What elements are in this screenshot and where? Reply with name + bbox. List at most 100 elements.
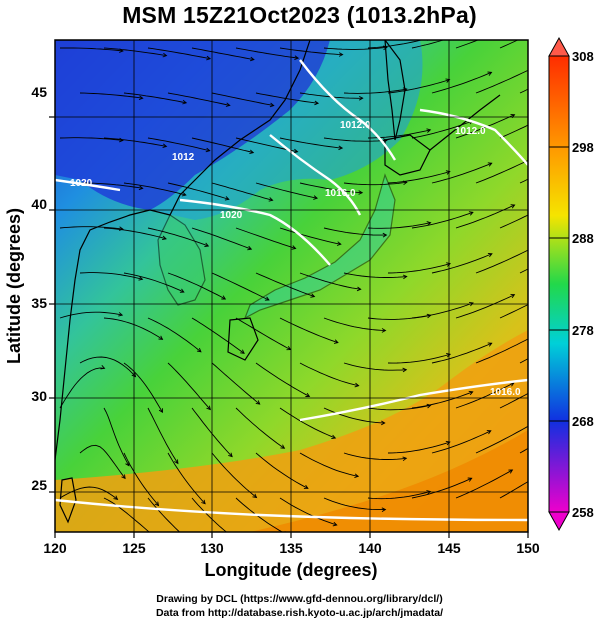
streamline — [431, 253, 493, 274]
streamline-arrowhead — [247, 245, 253, 251]
asian-continent-coast — [55, 40, 311, 461]
streamline-arrowhead — [119, 137, 124, 143]
streamline-arrowhead — [162, 235, 167, 241]
streamline — [387, 441, 450, 454]
x-tick-label: 135 — [279, 540, 303, 556]
streamline — [279, 47, 343, 56]
x-tick-label: 145 — [437, 540, 461, 556]
streamline-arrowhead — [338, 52, 344, 57]
isobar-label: 1012.0 — [340, 120, 371, 131]
streamline — [211, 362, 260, 405]
streamline — [59, 137, 123, 141]
isobar-1020-west — [55, 178, 121, 192]
streamline-arrowhead — [138, 95, 144, 101]
streamline-arrowhead — [445, 440, 451, 446]
isobar-label: 1020 — [70, 178, 93, 189]
streamline — [475, 69, 528, 94]
streamline — [343, 272, 407, 278]
streamline-arrowhead — [445, 170, 451, 175]
streamline-arrowhead — [358, 190, 364, 195]
streamline-arrowhead — [380, 420, 386, 426]
streamline — [323, 407, 385, 424]
streamline — [455, 204, 515, 229]
isobar-outer — [55, 498, 528, 522]
streamline-arrowhead — [314, 100, 320, 106]
streamline-arrowhead — [240, 349, 245, 354]
streamline — [167, 92, 230, 106]
streamline — [123, 362, 163, 413]
streamline-arrowhead — [162, 52, 168, 58]
streamline-arrowhead — [445, 78, 451, 83]
streamline-arrowhead — [221, 295, 227, 300]
streamline-arrowhead — [508, 469, 514, 474]
streamline — [191, 137, 254, 154]
streamline — [255, 362, 310, 397]
streamline — [211, 182, 273, 201]
streamline — [343, 88, 407, 94]
streamline-arrowhead — [530, 67, 534, 71]
streamline-arrowhead — [138, 276, 144, 281]
streamline-arrowhead — [468, 390, 474, 396]
credit-drawing: Drawing by DCL (https://www.gfd-dennou.o… — [156, 593, 443, 605]
streamline-arrowhead — [338, 145, 344, 151]
streamline-arrowhead — [529, 336, 533, 339]
streamline — [455, 294, 515, 319]
isobar-label: 1016.0 — [490, 387, 521, 398]
streamline — [191, 47, 254, 61]
streamline-arrowhead — [188, 539, 192, 543]
streamline — [191, 407, 233, 457]
streamline — [79, 356, 136, 378]
streamline-arrowhead — [291, 245, 297, 250]
streamline-arrowhead — [303, 484, 309, 490]
streamline-arrowhead — [181, 191, 187, 197]
streamline — [59, 311, 123, 319]
streamline-arrowhead — [467, 477, 473, 482]
isobar-1020-ridge — [179, 198, 331, 266]
streamline — [255, 92, 319, 104]
streamline — [499, 214, 528, 229]
streamline-arrowhead — [204, 242, 210, 247]
streamline-arrowhead — [206, 405, 211, 411]
streamline-arrowhead — [354, 382, 360, 388]
streamline — [367, 491, 431, 500]
colorbar-tick-label: 298 — [572, 140, 594, 155]
streamline — [455, 40, 480, 49]
streamline — [323, 227, 387, 236]
streamline — [411, 211, 474, 229]
streamline-arrowhead — [268, 197, 274, 202]
x-tick-label: 140 — [358, 540, 382, 556]
streamline — [299, 452, 359, 477]
streamline-arrowhead — [201, 499, 206, 505]
streamline — [343, 181, 407, 186]
x-tick-label: 120 — [43, 540, 67, 556]
streamline — [299, 362, 359, 387]
streamline — [235, 407, 285, 449]
isobar-label: 1012 — [172, 152, 195, 163]
streamline-arrowhead — [572, 65, 576, 68]
streamline — [103, 47, 167, 57]
isobar-label: 1016.0 — [325, 188, 356, 199]
streamline — [235, 317, 291, 350]
streamline-arrowhead — [382, 232, 388, 238]
streamline — [80, 182, 143, 189]
colorbar: 308 298 288 278 268 258 — [548, 36, 594, 532]
graticule — [55, 40, 528, 532]
y-tick-label: 35 — [31, 295, 47, 311]
streamline-arrowhead — [252, 493, 258, 499]
streamline-arrowhead — [113, 495, 119, 501]
streamline-arrowhead — [354, 473, 360, 479]
streamline-arrowhead — [510, 204, 516, 209]
streamline-arrowhead — [333, 339, 339, 344]
streamline — [167, 452, 206, 505]
colorbar-tick-label: 268 — [572, 414, 594, 429]
streamline-arrowhead — [331, 434, 337, 440]
cold-air-region — [55, 40, 330, 210]
streamline-arrowhead — [205, 147, 211, 153]
streamline — [279, 137, 343, 149]
streamline — [431, 342, 492, 364]
streamline-arrowhead — [264, 296, 270, 301]
streamline — [411, 120, 473, 139]
streamline-arrowhead — [280, 444, 286, 449]
isobar-label: 1020 — [220, 210, 243, 221]
very-warm-air-region — [250, 430, 528, 532]
